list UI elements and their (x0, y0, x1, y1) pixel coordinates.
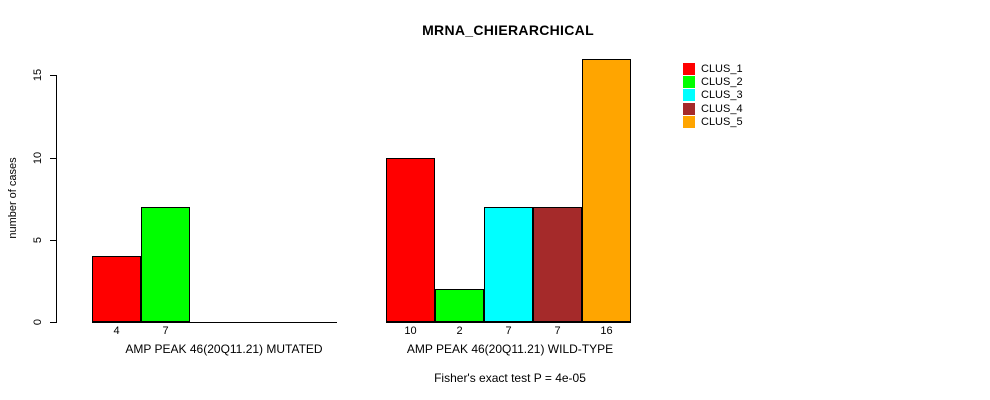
legend-item-label: CLUS_1 (701, 62, 743, 75)
fisher-test-footnote: Fisher's exact test P = 4e-05 (434, 371, 586, 385)
legend-item-label: CLUS_4 (701, 102, 743, 115)
bar-clus_1 (92, 256, 141, 322)
chart-title: MRNA_CHIERARCHICAL (422, 22, 594, 38)
y-axis-label: number of cases (7, 157, 19, 239)
legend-item: CLUS_3 (683, 89, 743, 102)
group-label-mutated: AMP PEAK 46(20Q11.21) MUTATED (125, 342, 323, 356)
legend-item: CLUS_4 (683, 102, 743, 115)
bar-clus_5 (582, 59, 631, 322)
bar-clus_1 (386, 158, 435, 322)
legend-swatch (683, 116, 695, 129)
bar-value-label: 2 (456, 325, 463, 337)
y-tick-label: 0 (32, 318, 44, 326)
legend-swatch (683, 76, 695, 89)
bar-clus_3 (484, 207, 533, 322)
group-baseline (386, 322, 631, 323)
bar-clus_2 (435, 289, 484, 322)
y-tick-mark (50, 240, 57, 241)
y-tick-mark (50, 75, 57, 76)
y-tick-mark (50, 158, 57, 159)
y-tick-label: 15 (32, 68, 44, 82)
legend-swatch (683, 102, 695, 115)
legend-swatch (683, 62, 695, 75)
legend-item: CLUS_1 (683, 62, 743, 75)
bar-value-label: 4 (113, 325, 120, 337)
group-label-wild-type: AMP PEAK 46(20Q11.21) WILD-TYPE (406, 342, 614, 356)
group-baseline (92, 322, 337, 323)
legend-item: CLUS_5 (683, 116, 743, 129)
y-tick-mark (50, 322, 57, 323)
bar-clus_4 (533, 207, 582, 322)
legend-item-label: CLUS_5 (701, 116, 743, 129)
y-tick-label: 10 (32, 151, 44, 165)
bar-value-label: 10 (404, 325, 417, 337)
y-axis-line (56, 75, 57, 323)
y-tick-label: 5 (32, 236, 44, 244)
legend-item-label: CLUS_2 (701, 76, 743, 89)
bar-clus_2 (141, 207, 190, 322)
legend-swatch (683, 89, 695, 102)
legend-item: CLUS_2 (683, 75, 743, 89)
legend-item-label: CLUS_3 (701, 89, 743, 102)
bar-value-label: 16 (600, 325, 613, 337)
bar-value-label: 7 (162, 325, 169, 337)
bar-value-label: 7 (554, 325, 561, 337)
legend: CLUS_1 CLUS_2 CLUS_3 CLUS_4 CLUS_5 (683, 62, 743, 129)
bar-value-label: 7 (505, 325, 512, 337)
